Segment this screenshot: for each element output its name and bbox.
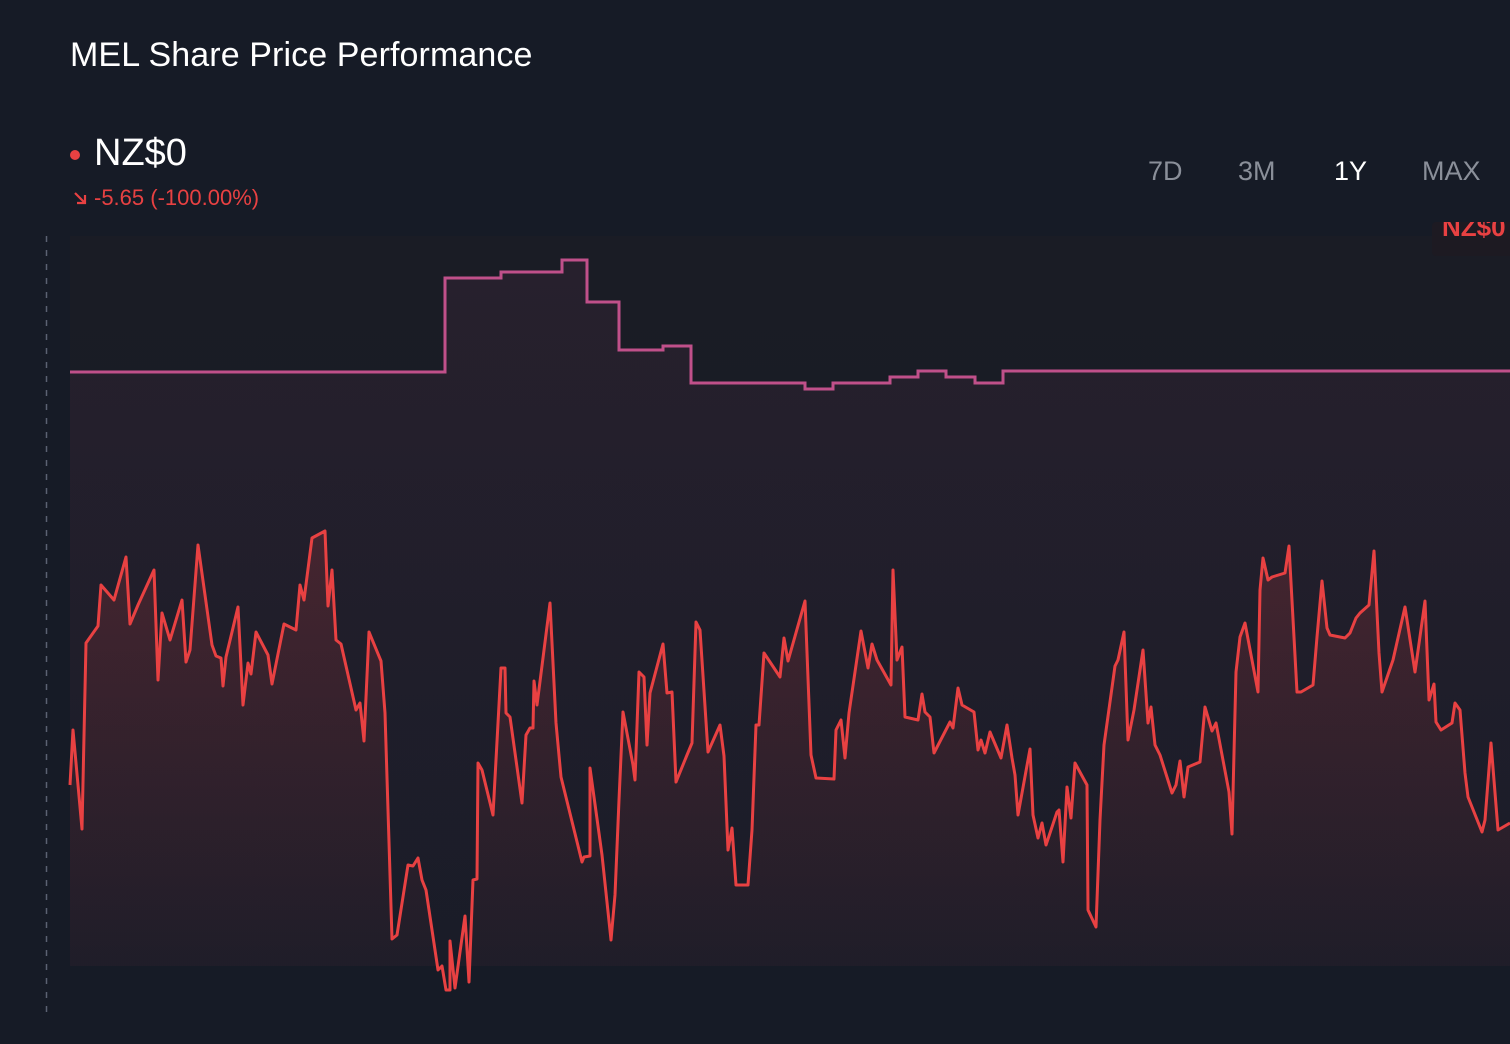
current-price: NZ$0 [94, 132, 187, 174]
arrow-down-right-icon [74, 192, 87, 205]
comparison-line [70, 258, 1510, 391]
range-7d-button[interactable]: 7D [1148, 156, 1183, 186]
share-price-line [68, 529, 1510, 992]
range-1y-button[interactable]: 1Y [1334, 156, 1368, 186]
price-change: -5.65 (-100.00%) [70, 185, 259, 211]
range-max-button[interactable]: MAX [1422, 156, 1481, 186]
range-3m-button[interactable]: 3M [1238, 156, 1276, 186]
page-title: MEL Share Price Performance [70, 36, 533, 74]
price-summary: NZ$0 -5.65 (-100.00%) [70, 132, 259, 211]
price-change-value: -5.65 (-100.00%) [94, 185, 260, 210]
price-tooltip: NZ$0 [1432, 222, 1510, 256]
share-price-area [70, 531, 1510, 990]
series-dot-icon [70, 149, 80, 160]
tooltip-label: NZ$0 [1442, 222, 1506, 242]
